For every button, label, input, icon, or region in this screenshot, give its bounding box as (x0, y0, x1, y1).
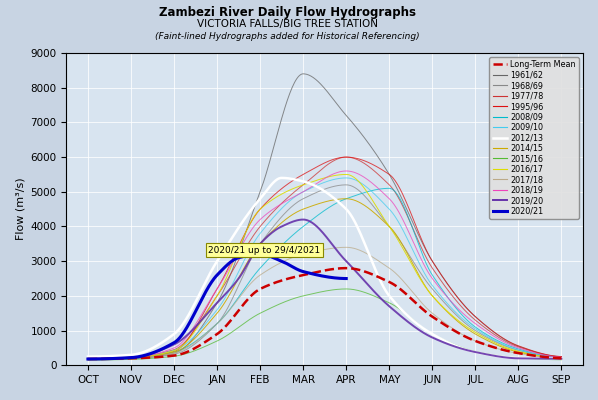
Y-axis label: Flow (m³/s): Flow (m³/s) (15, 178, 25, 240)
Text: (Faint-lined Hydrographs added for Historical Referencing): (Faint-lined Hydrographs added for Histo… (155, 32, 419, 41)
Text: VICTORIA FALLS/BIG TREE STATION: VICTORIA FALLS/BIG TREE STATION (197, 19, 377, 29)
Text: 2020/21 up to 29/4/2021: 2020/21 up to 29/4/2021 (209, 246, 321, 254)
Text: Zambezi River Daily Flow Hydrographs: Zambezi River Daily Flow Hydrographs (158, 6, 416, 19)
Legend: Long-Term Mean, 1961/62, 1968/69, 1977/78, 1995/96, 2008/09, 2009/10, 2012/13, 2: Long-Term Mean, 1961/62, 1968/69, 1977/7… (489, 57, 579, 219)
